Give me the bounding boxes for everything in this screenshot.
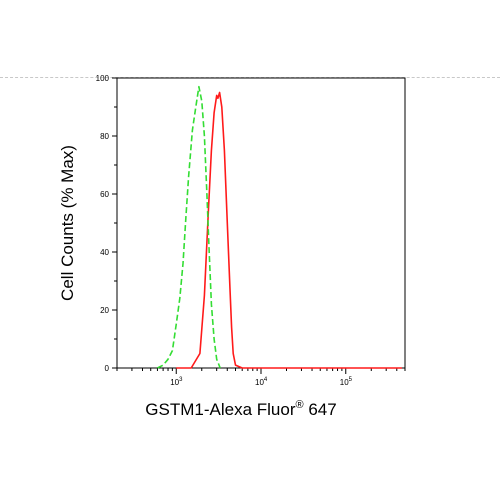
y-tick-label: 100 [96, 74, 110, 83]
y-tick-label: 20 [100, 306, 109, 315]
y-tick-label: 40 [100, 248, 109, 257]
x-tick-label: 104 [255, 377, 268, 387]
x-tick-label: 103 [170, 377, 183, 387]
plot-frame [116, 77, 406, 369]
y-axis-title: Cell Counts (% Max) [58, 145, 77, 301]
y-tick-label: 80 [100, 132, 109, 141]
x-axis-title: GSTM1-Alexa Fluor® 647 [145, 399, 336, 419]
y-tick-label: 0 [105, 364, 110, 373]
histogram-series-2 [157, 85, 221, 369]
x-tick-label: 105 [340, 377, 353, 387]
y-tick-label: 60 [100, 190, 109, 199]
histogram-series-1 [176, 91, 402, 369]
